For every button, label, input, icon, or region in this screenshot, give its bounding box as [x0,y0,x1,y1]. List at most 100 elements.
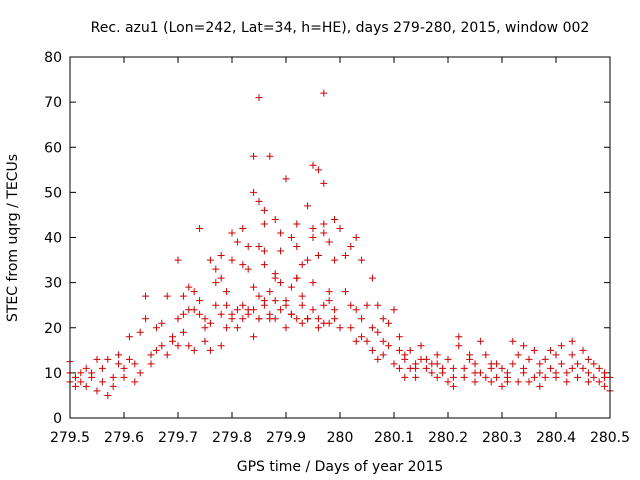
data-point [271,274,279,282]
chart-title: Rec. azu1 (Lon=242, Lat=34, h=HE), days … [91,20,590,36]
data-point [212,265,220,273]
data-point [115,360,123,368]
x-axis-label: GPS time / Days of year 2015 [237,459,444,475]
data-point [244,310,252,318]
data-point [509,360,517,368]
data-point [358,315,366,323]
data-point [115,351,123,359]
data-point [568,337,576,345]
y-tick-label: 30 [44,276,62,292]
data-point [98,364,106,372]
data-point [358,256,366,264]
data-point [541,355,549,363]
data-point [82,364,90,372]
data-point [341,288,349,296]
data-point [109,373,117,381]
data-point [250,333,258,341]
data-point [298,301,306,309]
data-point [412,364,420,372]
data-point [547,364,555,372]
data-point [255,315,263,323]
data-point [509,337,517,345]
y-tick-label: 0 [53,411,62,427]
data-point [471,360,479,368]
data-point [395,364,403,372]
data-point [152,324,160,332]
data-point [331,315,339,323]
data-point [584,369,592,377]
data-point [298,319,306,327]
data-point [201,324,209,332]
data-point [412,373,420,381]
data-point [217,274,225,282]
data-point [395,346,403,354]
x-tick-label: 279.8 [212,430,252,446]
data-point [374,355,382,363]
data-point [320,89,328,97]
data-point [314,252,322,260]
data-point [185,342,193,350]
data-point [260,247,268,255]
data-point [449,382,457,390]
data-point [336,224,344,232]
data-point [190,306,198,314]
data-point [390,306,398,314]
data-point [309,234,317,241]
data-point [336,324,344,332]
data-point [514,351,522,359]
data-point [331,256,339,264]
data-point [212,279,220,287]
data-point [449,373,457,381]
y-tick-label: 80 [44,50,62,66]
data-point [196,310,204,318]
data-point [136,369,144,377]
data-point [71,373,79,381]
data-point [325,297,333,305]
data-point [347,301,355,309]
data-point [174,256,182,264]
data-point [223,324,231,332]
data-point [196,297,204,305]
data-point [368,274,376,282]
data-point [563,378,571,386]
data-point [390,360,398,368]
data-point [406,346,414,354]
data-point [250,306,258,314]
data-point [282,175,290,183]
data-point [422,364,430,372]
data-point [314,166,322,174]
data-point [482,373,490,381]
data-point [579,364,587,372]
x-tick-label: 279.6 [104,430,144,446]
data-point [260,301,268,309]
data-point [514,378,522,386]
data-point [233,306,241,314]
data-point [590,360,598,368]
data-point [260,261,268,269]
data-point [206,346,214,354]
x-tick-label: 280.1 [374,430,414,446]
data-point [277,306,285,314]
data-point [368,324,376,332]
y-axis-label: STEC from uqrg / TECUs [5,154,21,322]
data-point [131,378,139,386]
data-point [271,315,279,323]
data-point [250,188,258,196]
data-point [158,342,166,350]
data-point [266,310,274,318]
data-point [536,360,544,368]
data-point [104,391,112,399]
data-point [471,378,479,386]
data-point [520,369,528,377]
data-point [379,351,387,359]
data-point [293,274,301,282]
data-point [444,378,452,386]
data-point [466,351,474,359]
data-point [439,369,447,377]
y-tick-label: 50 [44,185,62,201]
data-point [239,301,247,309]
data-point [552,351,560,359]
data-point [239,315,247,323]
data-point [206,319,214,327]
data-point [433,373,441,381]
